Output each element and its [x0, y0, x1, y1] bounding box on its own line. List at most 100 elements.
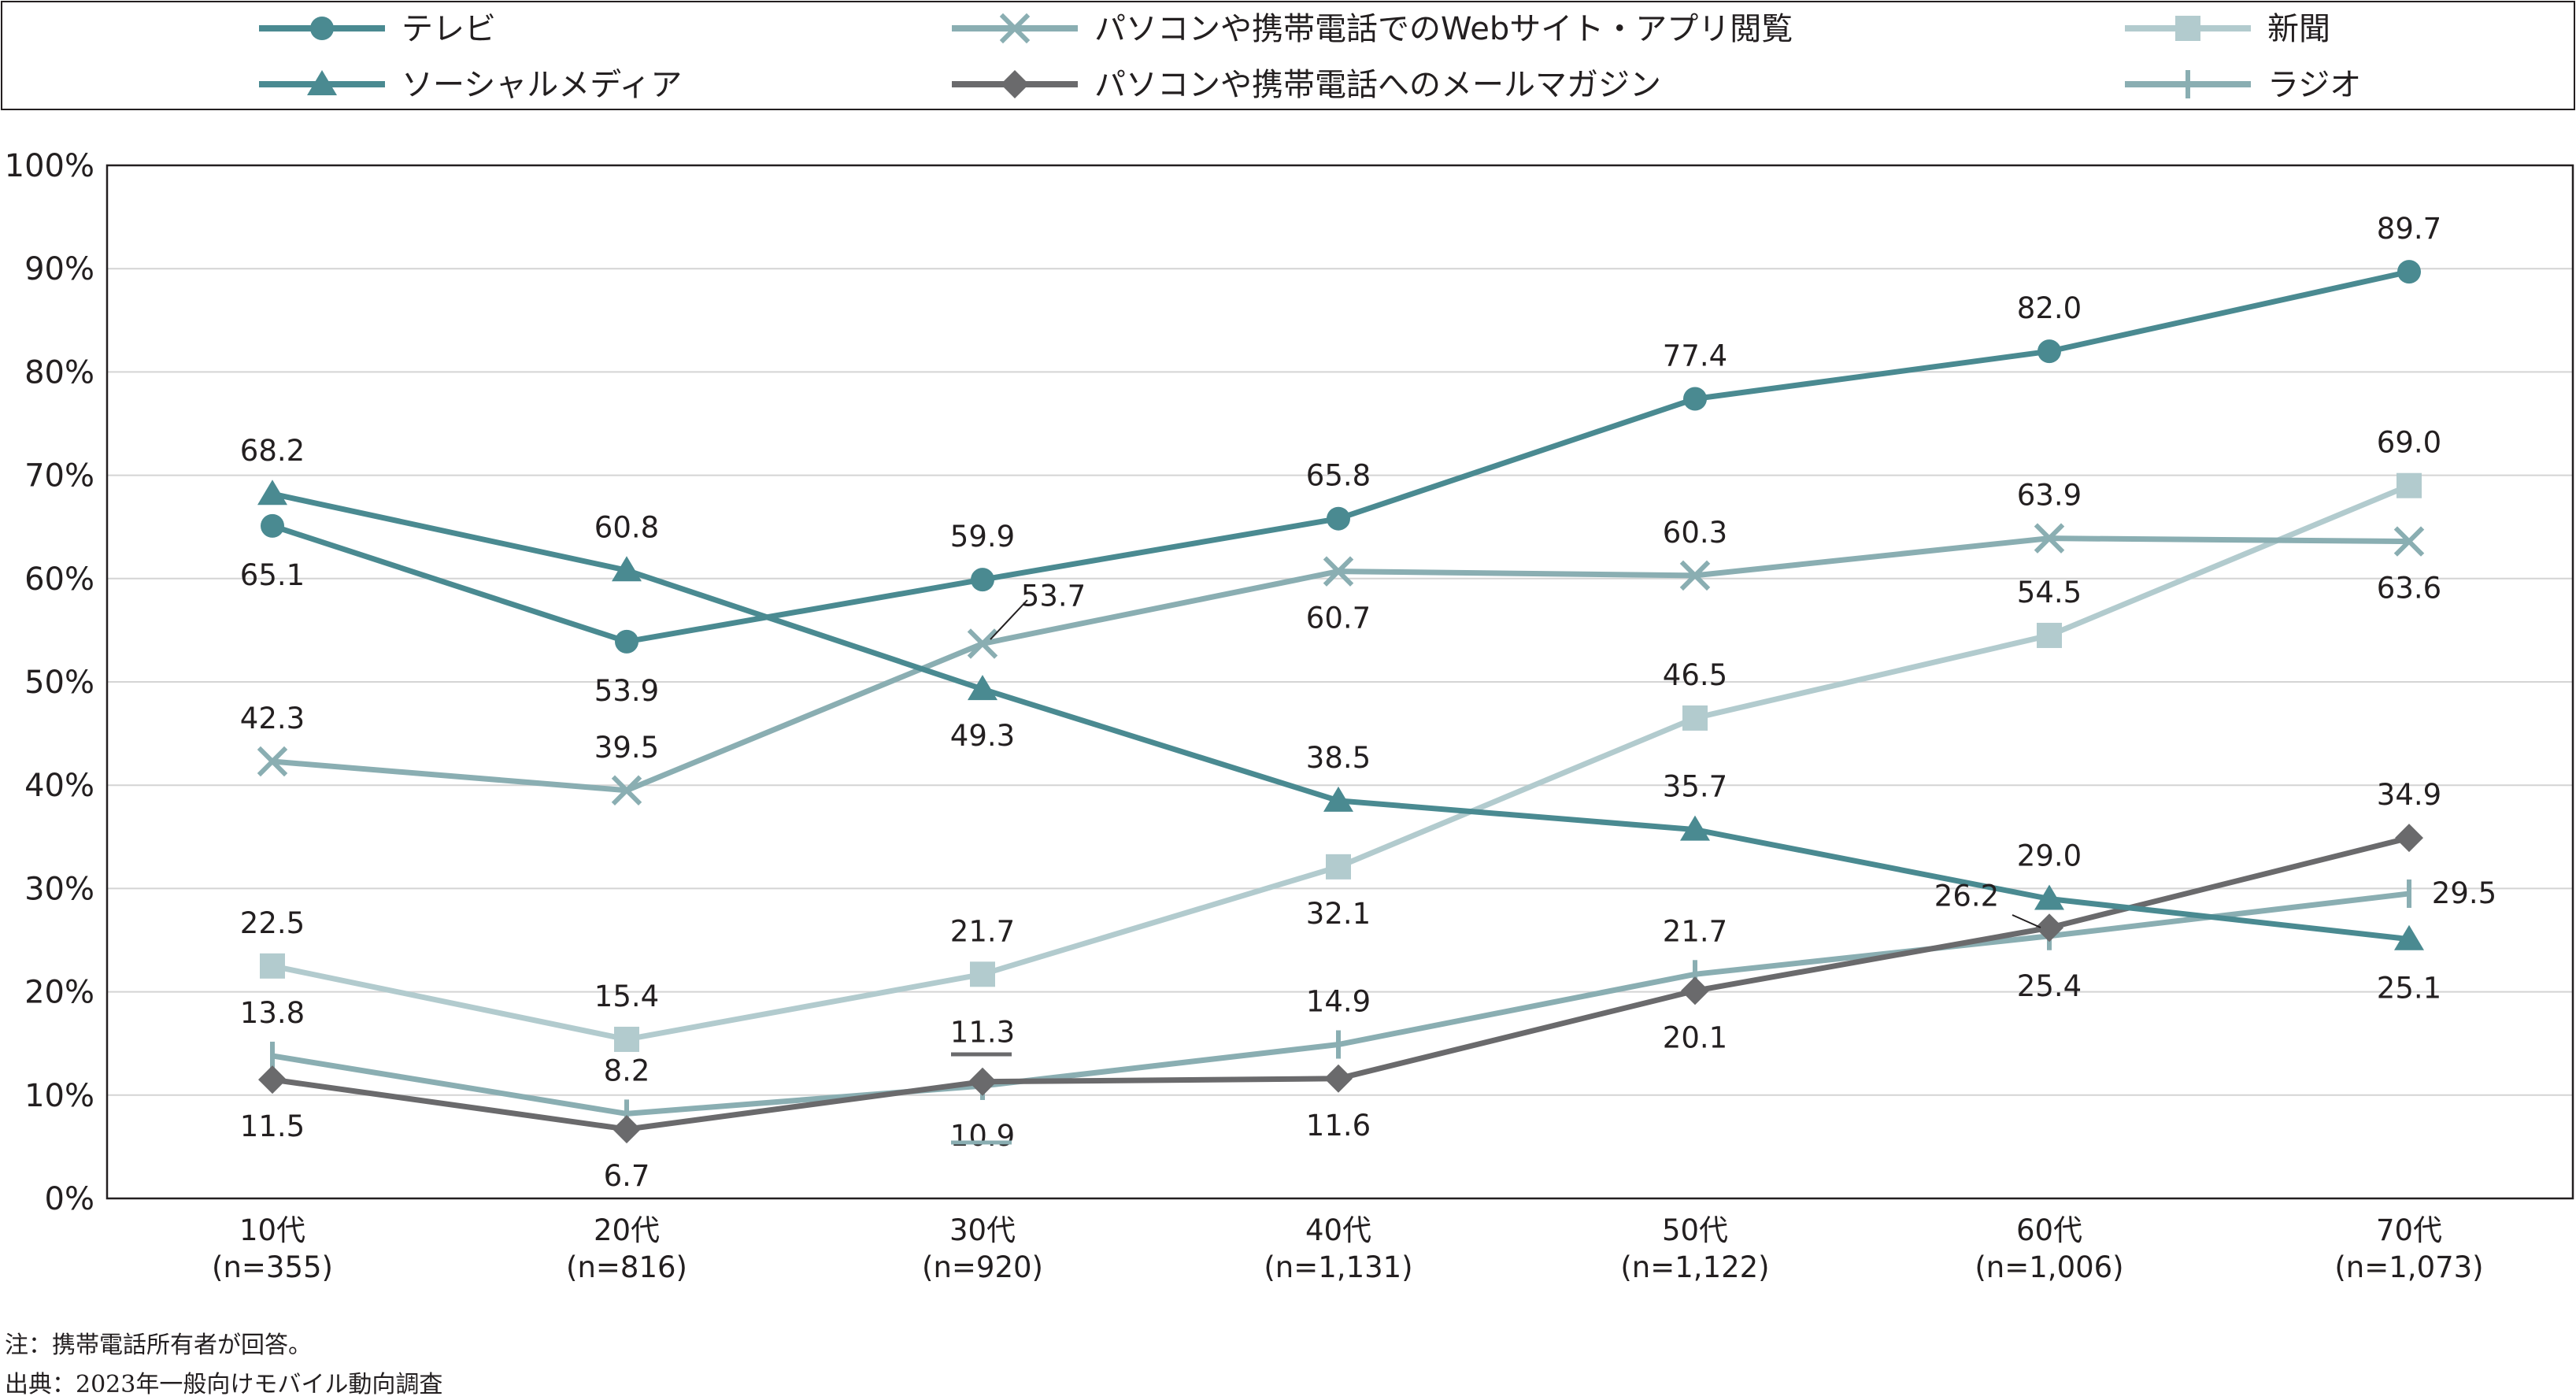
data-label: 34.9 — [2377, 778, 2441, 812]
legend-item: パソコンや携帯電話へのメールマガジン — [952, 67, 1661, 103]
data-point — [257, 746, 288, 777]
data-point — [1323, 786, 1353, 812]
x-tick-label: 10代 — [239, 1213, 305, 1247]
y-tick-label: 30% — [24, 871, 94, 907]
data-label: 68.2 — [240, 434, 305, 468]
data-label: 60.8 — [594, 510, 659, 544]
data-label: 46.5 — [1663, 658, 1727, 692]
legend-label: 新聞 — [2267, 11, 2330, 47]
data-label: 53.7 — [1021, 579, 1086, 613]
data-point — [1679, 560, 1711, 591]
x-tick-label: 60代 — [2016, 1213, 2082, 1247]
x-tick-n-label: (n=1,006) — [1975, 1250, 2123, 1284]
data-label: 63.9 — [2017, 479, 2082, 513]
x-tick-n-label: (n=355) — [212, 1250, 333, 1284]
data-point — [1683, 387, 1707, 411]
data-point — [1326, 854, 1351, 880]
legend-label: ソーシャルメディア — [402, 67, 682, 103]
data-point — [2397, 260, 2421, 284]
data-point — [1680, 815, 1710, 841]
data-label: 21.7 — [1663, 914, 1727, 948]
legend-label: ラジオ — [2267, 67, 2361, 103]
legend-label: テレビ — [402, 11, 496, 47]
legend-marker — [307, 70, 337, 95]
x-tick-label: 20代 — [594, 1213, 660, 1247]
x-tick-label: 50代 — [1662, 1213, 1728, 1247]
y-tick-label: 60% — [24, 561, 94, 598]
data-label: 38.5 — [1306, 741, 1371, 775]
data-point — [611, 775, 642, 806]
series-line — [260, 472, 2422, 1052]
data-labels: 65.1 53.9 59.9 65.8 77.4 82.0 89.7 68.2 60.8 49.3… — [240, 212, 2496, 1193]
data-label: 49.3 — [950, 719, 1015, 753]
data-point — [615, 629, 638, 654]
data-label: 77.4 — [1663, 339, 1727, 373]
data-label: 69.0 — [2377, 426, 2441, 460]
plot-area-frame — [105, 164, 2574, 1200]
data-label: 8.2 — [604, 1054, 650, 1087]
chart-note: 注：携帯電話所有者が回答。 — [5, 1331, 312, 1359]
leader-line — [2012, 914, 2041, 928]
data-label: 65.1 — [240, 558, 305, 592]
legend-marker — [1001, 70, 1029, 98]
series-line — [257, 523, 2425, 806]
data-point — [2396, 472, 2422, 498]
data-point — [614, 1026, 639, 1052]
y-tick-label: 20% — [24, 975, 94, 1011]
data-label: 22.5 — [240, 906, 305, 940]
data-point — [1323, 556, 1354, 587]
data-point — [2034, 884, 2064, 910]
data-label: 25.1 — [2377, 972, 2441, 1006]
y-tick-label: 0% — [45, 1181, 94, 1217]
data-label: 10.9 — [950, 1119, 1015, 1153]
data-point — [2395, 824, 2423, 853]
x-tick-n-label: (n=816) — [566, 1250, 687, 1284]
x-tick-label: 70代 — [2376, 1213, 2442, 1247]
data-label: 21.7 — [950, 914, 1015, 948]
data-point — [1327, 506, 1350, 531]
grid-lines — [107, 268, 2573, 1096]
leader-line — [990, 599, 1028, 640]
data-point — [2035, 913, 2063, 943]
legend-marker — [310, 17, 334, 40]
data-point — [613, 1115, 641, 1144]
data-point — [1324, 1064, 1353, 1093]
chart-source: 出典：2023年一般向けモバイル動向調査 — [5, 1371, 443, 1398]
data-label: 35.7 — [1663, 770, 1727, 804]
x-axis: 10代(n=355) 20代(n=816) 30代(n=920) 40代(n=1,13… — [212, 1213, 2484, 1284]
data-label: 65.8 — [1306, 459, 1371, 493]
data-point — [970, 961, 995, 987]
y-tick-label: 80% — [24, 354, 94, 391]
data-label: 53.9 — [594, 674, 659, 708]
data-label: 26.2 — [1934, 879, 1999, 913]
y-tick-label: 70% — [24, 458, 94, 494]
data-label: 11.5 — [240, 1109, 305, 1143]
data-label: 29.0 — [2017, 839, 2082, 873]
data-label: 63.6 — [2377, 572, 2441, 606]
y-tick-label: 10% — [24, 1078, 94, 1114]
data-label: 6.7 — [604, 1159, 650, 1193]
data-label: 60.3 — [1663, 516, 1727, 550]
data-point — [2034, 523, 2065, 554]
data-label: 59.9 — [950, 520, 1015, 554]
x-tick-label: 40代 — [1305, 1213, 1371, 1247]
data-label: 29.5 — [2432, 876, 2496, 910]
data-label: 11.3 — [950, 1016, 1015, 1050]
legend-marker — [2175, 16, 2200, 41]
y-tick-label: 90% — [24, 251, 94, 287]
legend-item: ソーシャルメディア — [259, 67, 682, 103]
data-point — [2393, 526, 2425, 557]
data-label: 14.9 — [1306, 985, 1371, 1019]
series-line — [258, 824, 2423, 1144]
data-point — [967, 628, 998, 659]
data-point — [2037, 622, 2062, 648]
data-label: 89.7 — [2377, 212, 2441, 246]
legend-marker — [999, 13, 1031, 44]
data-label: 32.1 — [1306, 897, 1371, 931]
x-tick-n-label: (n=1,131) — [1264, 1250, 1412, 1284]
y-tick-label: 100% — [5, 148, 94, 184]
y-tick-label: 50% — [24, 665, 94, 701]
data-label: 54.5 — [2017, 576, 2082, 609]
